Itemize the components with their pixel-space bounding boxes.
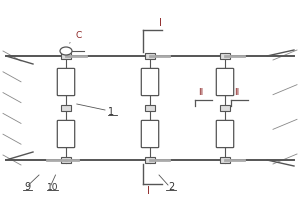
- Bar: [61, 53, 71, 59]
- Text: C: C: [70, 31, 81, 43]
- Bar: [145, 157, 155, 163]
- Bar: [145, 53, 155, 59]
- FancyBboxPatch shape: [216, 120, 234, 148]
- Text: I: I: [159, 18, 162, 28]
- Text: 9: 9: [24, 182, 30, 192]
- Bar: [220, 105, 230, 111]
- Text: 1: 1: [108, 107, 114, 117]
- FancyBboxPatch shape: [57, 120, 75, 148]
- Bar: [145, 105, 155, 111]
- Text: 2: 2: [168, 182, 174, 192]
- FancyBboxPatch shape: [141, 68, 159, 96]
- Bar: [220, 53, 230, 59]
- FancyBboxPatch shape: [216, 68, 234, 96]
- Text: II: II: [199, 88, 204, 97]
- Circle shape: [60, 47, 72, 55]
- Bar: [61, 105, 71, 111]
- Text: 10: 10: [47, 182, 58, 192]
- Text: I: I: [147, 186, 150, 196]
- Bar: [61, 157, 71, 163]
- Text: II: II: [235, 88, 240, 97]
- FancyBboxPatch shape: [57, 68, 75, 96]
- Bar: [220, 157, 230, 163]
- FancyBboxPatch shape: [141, 120, 159, 148]
